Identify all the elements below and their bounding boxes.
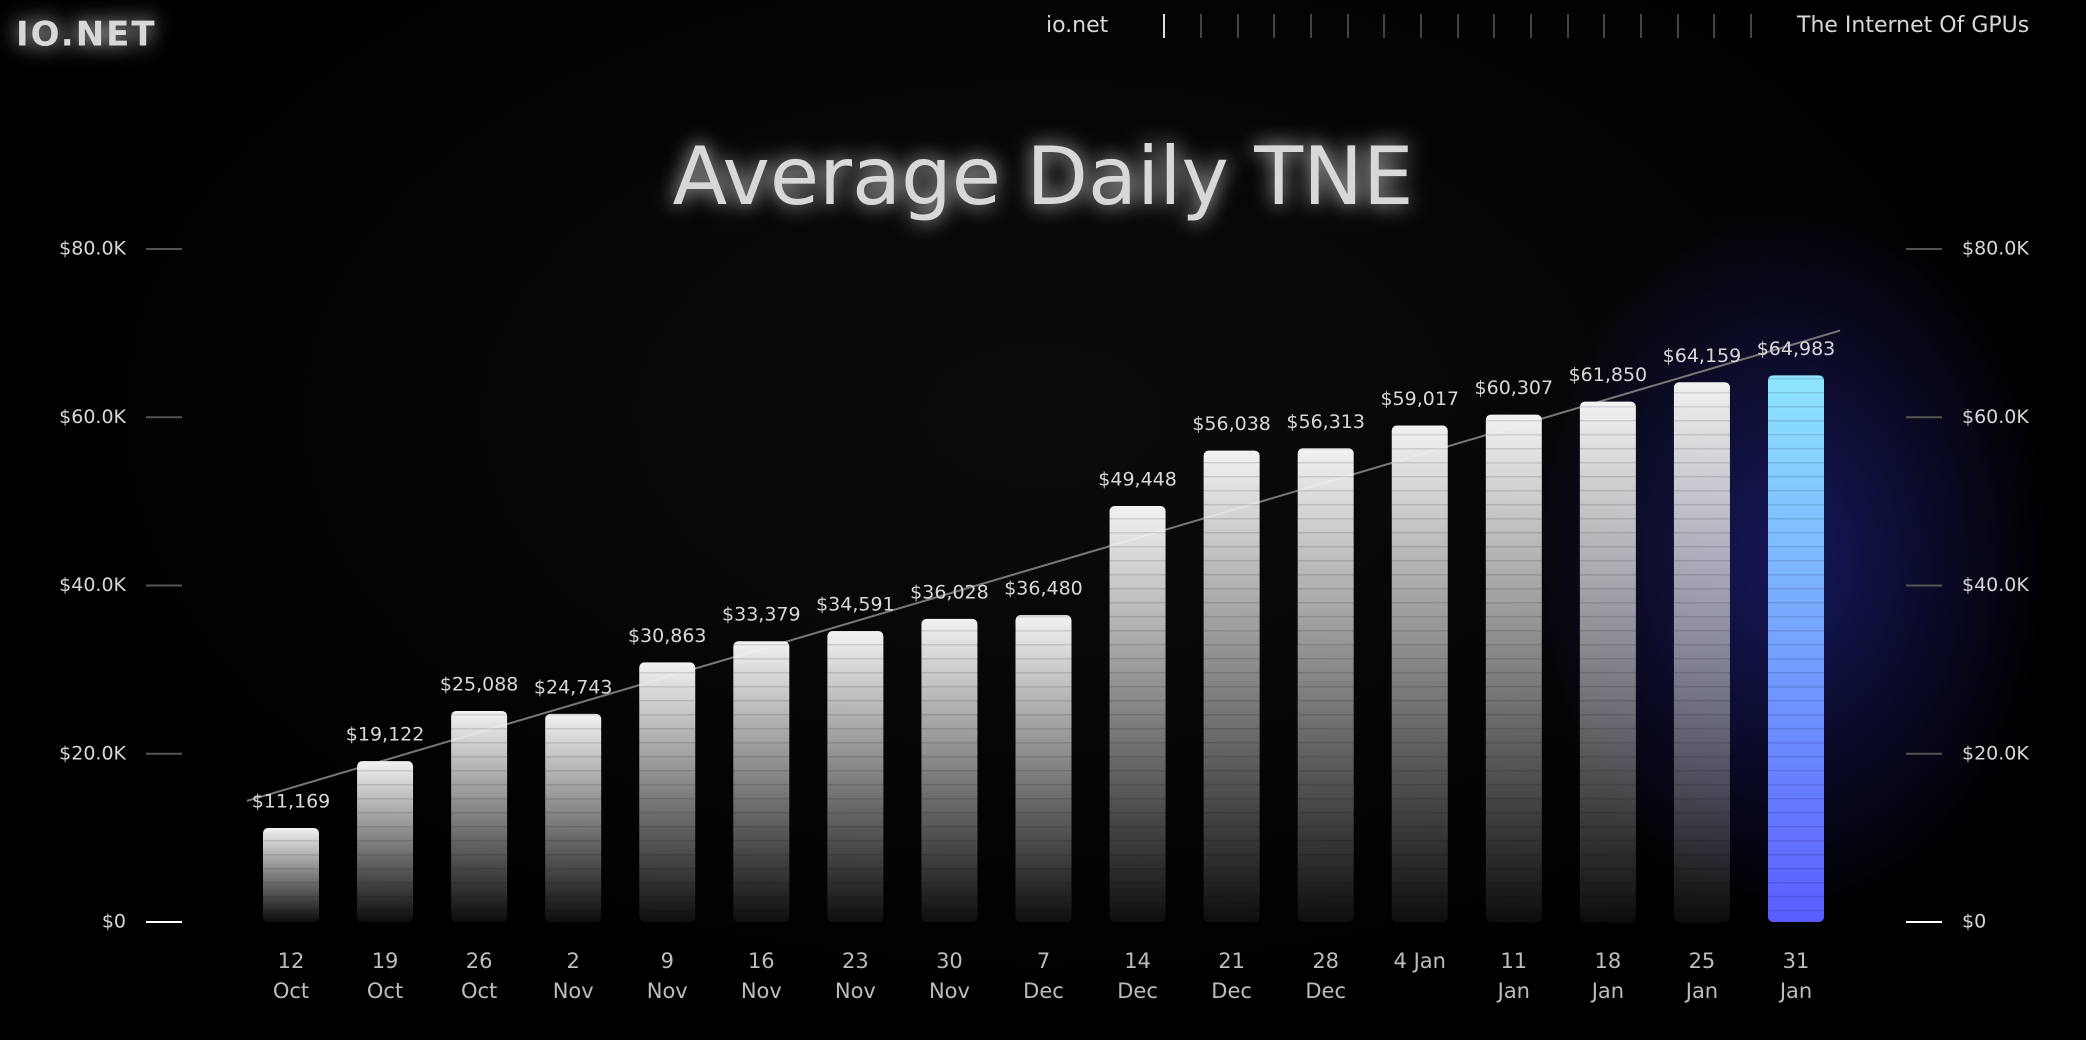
x-tick-label: 12 Oct [272, 949, 310, 1003]
bar-stripes [921, 618, 978, 922]
bar-stripes [827, 631, 884, 922]
value-label: $56,313 [1286, 411, 1365, 433]
x-tick-label: 2 Nov [552, 949, 594, 1003]
y2-tick-label: $80.0K [1962, 238, 2029, 260]
bar-stripes [451, 710, 508, 922]
value-label: $34,591 [816, 594, 895, 616]
value-label: $36,028 [910, 581, 989, 603]
value-label: $11,169 [252, 791, 331, 813]
bar-stripes [1673, 382, 1730, 922]
value-label: $56,038 [1192, 413, 1271, 435]
bar-stripes [1768, 375, 1824, 922]
x-tick-label: 28 Dec [1305, 949, 1346, 1003]
chart-title: Average Daily TNE [672, 130, 1413, 223]
value-label: $24,743 [534, 676, 613, 698]
x-tick-label: 26 Oct [460, 949, 498, 1003]
bar-stripes [1109, 506, 1166, 922]
y-tick-label: $80.0K [59, 238, 126, 260]
value-label: $60,307 [1475, 377, 1554, 399]
x-tick-label: 31 Jan [1779, 949, 1813, 1003]
value-label: $49,448 [1098, 469, 1177, 491]
value-label: $19,122 [346, 724, 425, 746]
value-label: $64,983 [1757, 338, 1836, 360]
bar-stripes [733, 641, 790, 922]
bar-stripes [1485, 414, 1542, 922]
tagline: The Internet Of GPUs [1796, 13, 2029, 38]
value-label: $33,379 [722, 604, 801, 626]
y-tick-label: $40.0K [59, 574, 126, 596]
value-label: $59,017 [1380, 388, 1459, 410]
y-tick-label: $0 [102, 911, 126, 933]
x-tick-label: 18 Jan [1591, 949, 1625, 1003]
y2-tick-label: $0 [1962, 911, 1986, 933]
bar-stripes [1015, 615, 1072, 922]
y2-tick-label: $60.0K [1962, 406, 2029, 428]
x-tick-label: 11 Jan [1497, 949, 1530, 1003]
value-label: $61,850 [1569, 364, 1648, 386]
x-tick-label: 21 Dec [1211, 949, 1252, 1003]
x-tick-label: 14 Dec [1117, 949, 1158, 1003]
bar-stripes [1297, 448, 1354, 922]
y2-tick-label: $20.0K [1962, 742, 2029, 764]
y-tick-label: $60.0K [59, 406, 126, 428]
x-tick-label: 23 Nov [834, 949, 876, 1003]
value-label: $30,863 [628, 625, 707, 647]
x-tick-label: 4 Jan [1393, 949, 1446, 973]
x-tick-label: 7 Dec [1023, 949, 1064, 1003]
x-tick-label: 9 Nov [646, 949, 688, 1003]
x-tick-label: 19 Oct [366, 949, 404, 1003]
bar-stripes [263, 828, 319, 922]
y2-tick-label: $40.0K [1962, 574, 2029, 596]
value-label: $25,088 [440, 673, 519, 695]
x-tick-label: 25 Jan [1685, 949, 1719, 1003]
site-name: io.net [1046, 13, 1109, 38]
bar-stripes [357, 761, 414, 922]
y-tick-label: $20.0K [59, 742, 126, 764]
bar-stripes [545, 713, 602, 922]
bar-stripes [1391, 425, 1448, 922]
bar-stripes [639, 662, 696, 922]
x-tick-label: 16 Nov [740, 949, 782, 1003]
bar-stripes [1203, 450, 1260, 922]
logo: IO.NET [16, 15, 157, 55]
bar-stripes [1579, 401, 1636, 922]
trend-line [246, 329, 1841, 802]
value-label: $64,159 [1663, 345, 1742, 367]
x-tick-label: 30 Nov [928, 949, 970, 1003]
header-ruler [1163, 14, 1752, 38]
value-label: $36,480 [1004, 578, 1083, 600]
